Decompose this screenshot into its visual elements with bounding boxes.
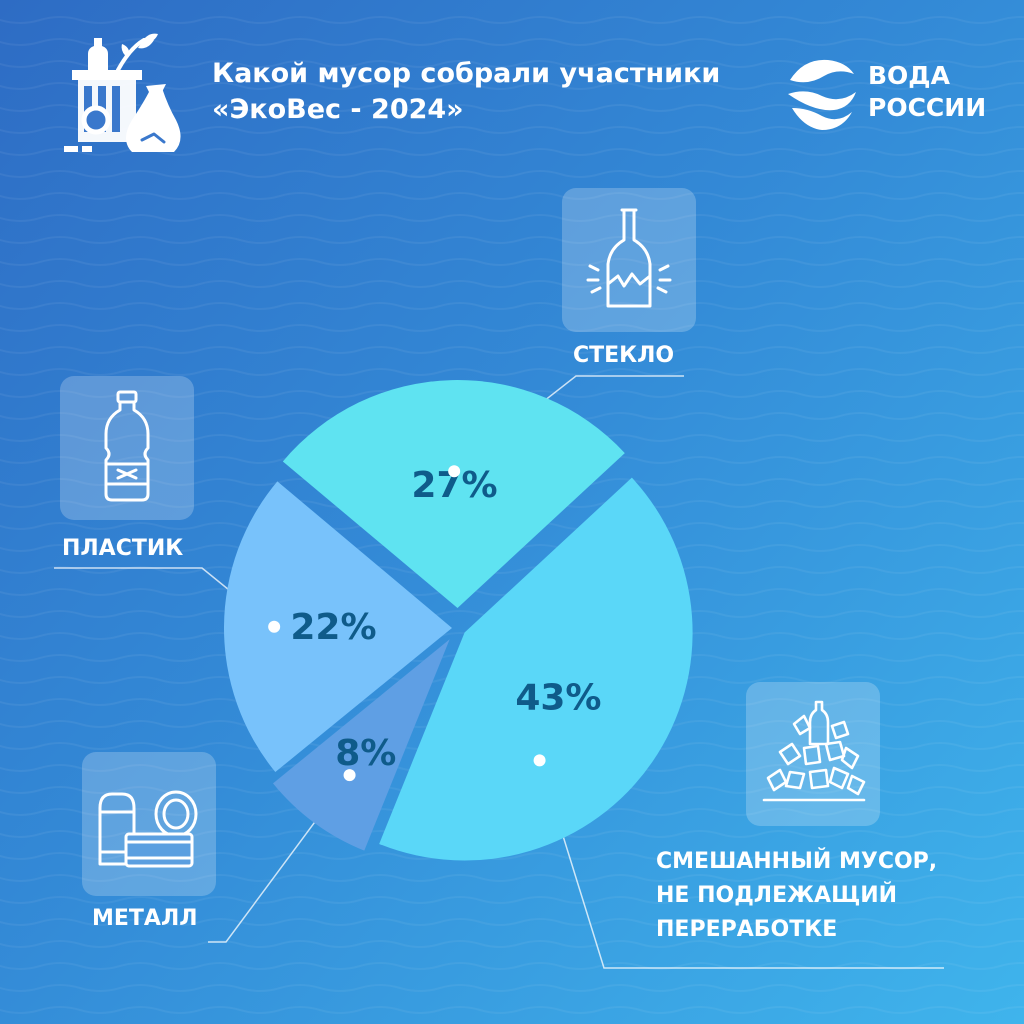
wave-line (0, 874, 1024, 882)
wave-line (0, 60, 1024, 68)
pct-label-mixed: 43% (515, 677, 601, 718)
water-waves-logo-icon (788, 59, 856, 130)
logo-line-1: ВОДА (868, 61, 950, 90)
mixed-label-line-1: СМЕШАННЫЙ МУСОР, (656, 849, 938, 874)
wave-line (0, 918, 1024, 926)
pct-label-metal: 8% (335, 733, 396, 774)
glass-label: СТЕКЛО (573, 343, 675, 368)
wave-line (0, 346, 1024, 354)
glass-tile (562, 188, 696, 332)
title-line-2: «ЭкоВес - 2024» (212, 94, 464, 125)
plastic-bottle-icon (104, 390, 150, 502)
wave-line (0, 302, 1024, 310)
wave-line (0, 214, 1024, 222)
eco-waste-icon (58, 28, 188, 158)
page-title: Какой мусор собрали участники «ЭкоВес - … (212, 56, 772, 128)
pie-slice-mixed (379, 477, 693, 861)
mixed-label-line-2: НЕ ПОДЛЕЖАЩИЙ (656, 883, 898, 908)
pct-label-plastic: 22% (290, 607, 376, 648)
wave-line (0, 324, 1024, 332)
mixed-label-line-3: ПЕРЕРАБОТКЕ (656, 917, 838, 942)
trash-pile-icon (762, 700, 866, 802)
mixed-label: СМЕШАННЫЙ МУСОР, НЕ ПОДЛЕЖАЩИЙ ПЕРЕРАБОТ… (656, 845, 937, 947)
mixed-tile (746, 682, 880, 826)
pie-slice-glass (282, 380, 625, 609)
wave-line (0, 368, 1024, 376)
metal-tile (82, 752, 216, 896)
wave-line (0, 236, 1024, 244)
title-line-1: Какой мусор собрали участники (212, 58, 721, 89)
wave-line (0, 170, 1024, 178)
cans-icon (98, 790, 198, 868)
leader-line-metal (208, 774, 351, 943)
wave-line (0, 280, 1024, 288)
pie-slices (224, 380, 693, 861)
wave-line (0, 896, 1024, 904)
plastic-tile (60, 376, 194, 520)
broken-bottle-icon (586, 208, 672, 308)
voda-rossii-logo: ВОДА РОССИИ (784, 50, 1004, 134)
logo-line-2: РОССИИ (868, 93, 987, 122)
leader-dot-metal (343, 769, 356, 782)
wave-line (0, 192, 1024, 200)
leader-dot-glass (448, 465, 461, 478)
wave-line (0, 82, 1024, 90)
pie-slice-metal (273, 639, 450, 851)
leader-dot-plastic (268, 620, 281, 633)
wave-line (0, 258, 1024, 266)
pie-slice-plastic (224, 481, 453, 773)
metal-label: МЕТАЛЛ (92, 906, 198, 931)
leader-dot-mixed (533, 754, 546, 767)
wave-line (0, 984, 1024, 992)
wave-line (0, 940, 1024, 948)
plastic-label: ПЛАСТИК (62, 536, 184, 561)
wave-line (0, 1006, 1024, 1014)
wave-line (0, 16, 1024, 24)
